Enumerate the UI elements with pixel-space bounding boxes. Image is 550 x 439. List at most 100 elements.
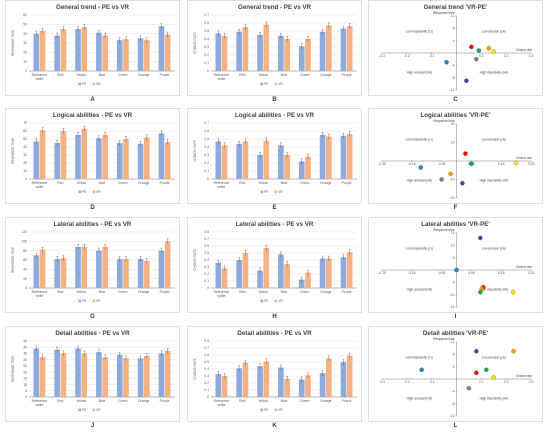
y-tick-label: 60 <box>23 258 27 262</box>
quadrant-label: Low arousal (LA) <box>482 356 506 360</box>
chart-title: Detail abilities - PE vs VR <box>237 330 312 337</box>
bar-vr <box>221 268 228 288</box>
panel-frame <box>5 0 180 96</box>
bar-pe <box>96 352 102 397</box>
bar-pe <box>340 362 347 397</box>
bar-vr <box>39 130 46 179</box>
chart-title: Detail abilities - PE vs VR <box>55 330 130 337</box>
bar-vr <box>346 26 353 71</box>
legend-swatch-vr <box>92 82 96 86</box>
x-tick-label: Blue <box>99 73 106 77</box>
y-tick-label: 0.1 <box>204 279 209 283</box>
y-tick-label: 0 <box>25 69 27 73</box>
y-tick-label: 20 <box>23 51 27 55</box>
legend-swatch-vr <box>92 408 96 412</box>
y-axis-label: RESPONSE TIME <box>11 356 15 382</box>
bar-pe <box>75 246 81 288</box>
bar-pe <box>236 31 242 71</box>
y-tick-label: 5 <box>453 256 455 260</box>
x-tick-label: Yellow <box>76 399 86 403</box>
bar-vr <box>221 145 228 179</box>
legend-swatch-pe <box>260 82 264 86</box>
y-axis-label: Response time <box>433 228 454 232</box>
y-tick-label: 0.4 <box>204 37 209 41</box>
y-axis-label: CHOICE RATE <box>193 140 197 162</box>
y-tick-label: 0.3 <box>204 265 209 269</box>
bar-vr <box>326 25 332 71</box>
panel-letter: K <box>272 423 277 429</box>
x-tick-label: Purple <box>160 73 170 77</box>
data-point <box>476 48 482 53</box>
legend-label: PE <box>82 408 86 412</box>
y-tick-label: 100 <box>21 240 27 244</box>
x-tick-label: 0.1 <box>479 380 484 384</box>
data-point <box>469 161 474 167</box>
x-tick-label: Red <box>57 399 63 403</box>
chart-svg: Detail abilities - PE vs VR 0 5 10 15 20 25 30 3… <box>5 326 180 422</box>
x-tick-label: Purple <box>342 290 352 294</box>
y-tick-label: 0.7 <box>204 13 209 17</box>
x-tick-label: Red <box>57 290 63 294</box>
x-tick-label: Green <box>300 290 310 294</box>
bar-pe <box>257 366 263 397</box>
legend-swatch-pe <box>78 82 82 86</box>
bar-vr <box>81 27 88 72</box>
chart-svg: General trend 'VR-PE' -0.3 -0.2 -0.1 0.1 0.2 0… <box>368 0 543 96</box>
x-tick-label: 0.25 <box>528 162 535 166</box>
x-tick-label: white <box>217 77 225 81</box>
bar-vr <box>221 35 228 71</box>
legend-label: PE <box>264 299 268 303</box>
bar-vr <box>123 358 129 397</box>
bar-pe <box>96 250 102 288</box>
bar-pe <box>257 155 263 179</box>
x-tick-label: Purple <box>160 399 170 403</box>
y-tick-label: -8 <box>451 76 454 80</box>
legend-swatch-pe <box>78 190 82 194</box>
x-tick-label: Purple <box>160 181 170 185</box>
x-tick-label: -0.05 <box>438 271 446 275</box>
y-tick-label: 4 <box>453 39 455 43</box>
y-tick-label: -10 <box>450 178 455 182</box>
bar-pe <box>96 32 102 71</box>
bar-vr <box>305 272 311 288</box>
bar-vr <box>263 361 270 397</box>
legend-swatch-vr <box>92 299 96 303</box>
chart-panel-a: General trend - PE vs VR 0 10 20 30 40 50 60 RES… <box>5 0 180 96</box>
y-tick-label: 0.5 <box>204 29 209 33</box>
x-tick-label: Red <box>239 73 245 77</box>
y-tick-label: -20 <box>450 196 455 200</box>
panel-letter: G <box>90 314 95 320</box>
x-tick-label: Yellow <box>258 181 268 185</box>
x-tick-label: Orange <box>320 399 331 403</box>
y-tick-label: 0.8 <box>204 339 209 343</box>
legend-swatch-vr <box>274 408 278 412</box>
chart-svg: Lateral abilities - PE vs VR 0 0.1 0.2 0.3 0.… <box>187 217 362 313</box>
x-tick-label: Blue <box>281 73 288 77</box>
bar-pe <box>137 358 144 397</box>
y-tick-label: 0.6 <box>204 353 209 357</box>
chart-panel-e: Logical abilities - PE vs VR 0 0.1 0.2 0.3 0.… <box>187 108 362 204</box>
bar-vr <box>242 253 249 288</box>
x-tick-label: Purple <box>342 399 352 403</box>
chart-title: Detail abilities 'VR-PE' <box>423 330 489 337</box>
x-tick-label: Orange <box>138 73 149 77</box>
bar-pe <box>33 141 40 179</box>
bar-vr <box>144 355 150 397</box>
chart-panel-l: Detail abilities 'VR-PE' -0.3 -0.2 -0.1 0.1 0… <box>368 326 543 422</box>
bar-vr <box>144 260 150 288</box>
bar-pe <box>33 255 40 288</box>
bar-pe <box>340 135 347 179</box>
x-tick-label: Blue <box>99 399 106 403</box>
x-tick-label: -0.15 <box>408 271 416 275</box>
y-tick-label: 0.1 <box>204 61 209 65</box>
bar-pe <box>319 135 326 179</box>
y-tick-label: 30 <box>23 153 27 157</box>
x-tick-label: Reference <box>32 290 48 294</box>
bar-vr <box>102 135 108 179</box>
bar-vr <box>242 27 249 71</box>
panel-letter: D <box>90 205 95 211</box>
x-tick-label: white <box>35 185 43 189</box>
x-tick-label: Green <box>118 73 128 77</box>
x-tick-label: white <box>35 294 43 298</box>
x-tick-label: Blue <box>281 399 288 403</box>
